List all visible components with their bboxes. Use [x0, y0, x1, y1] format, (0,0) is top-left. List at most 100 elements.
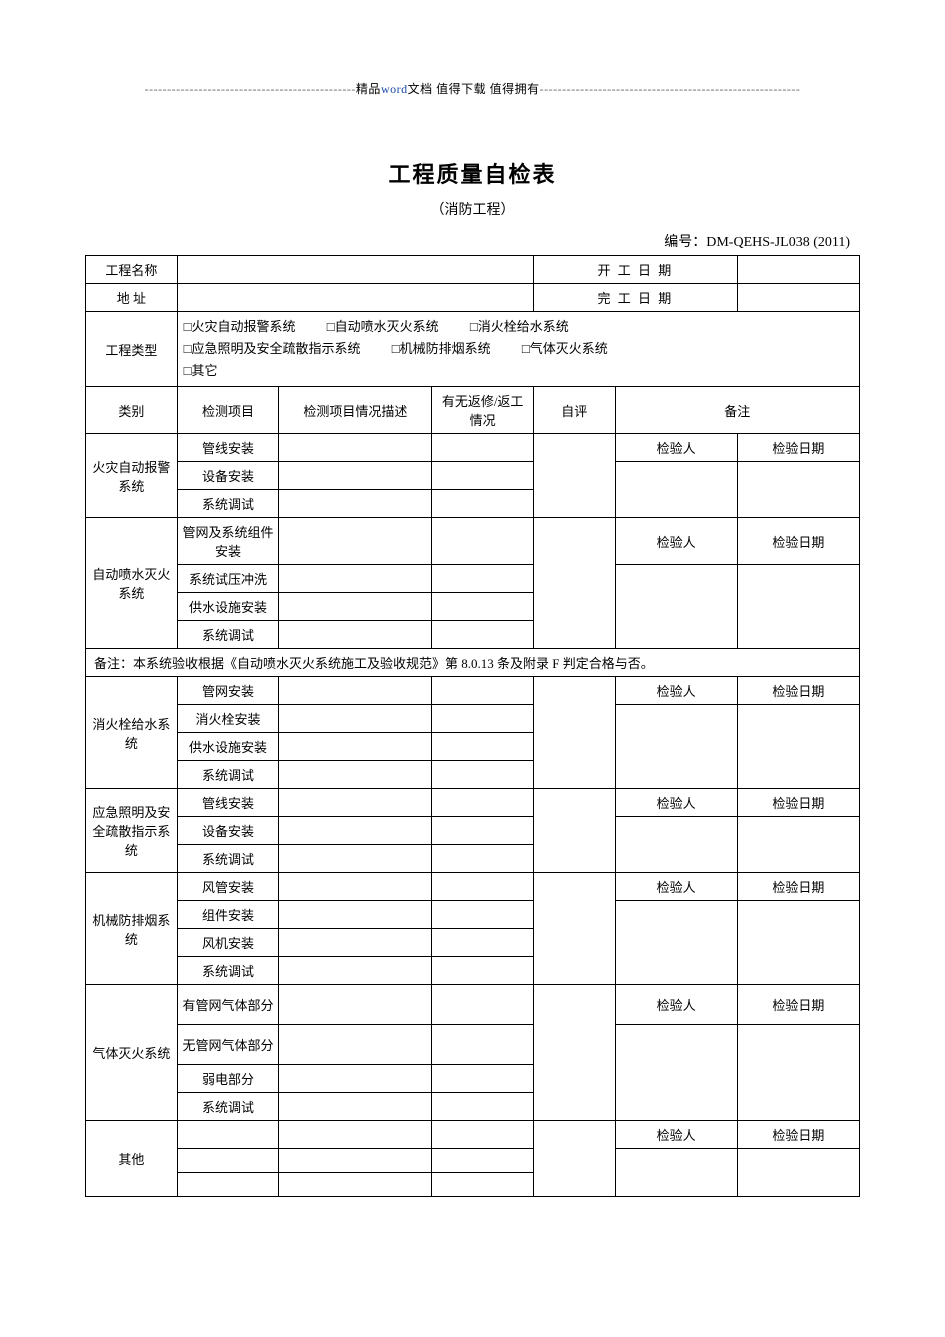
table-row: 设备安装 — [86, 817, 860, 845]
cell — [279, 789, 432, 817]
col-inspector: 检验人 — [615, 677, 737, 705]
cell — [432, 1149, 534, 1173]
cell — [279, 1173, 432, 1197]
col-inspector: 检验人 — [615, 434, 737, 462]
item-s3-3: 供水设施安装 — [177, 733, 279, 761]
table-row: 消火栓给水系统 管网安装 检验人 检验日期 — [86, 677, 860, 705]
cell — [279, 518, 432, 565]
cell — [279, 1093, 432, 1121]
cell — [615, 1025, 737, 1121]
inspection-table: 工程名称 开 工 日 期 地 址 完 工 日 期 工程类型 □火灾自动报警系统 … — [85, 255, 860, 1197]
cell — [177, 1149, 279, 1173]
cell — [432, 873, 534, 901]
table-row: 消火栓安装 — [86, 705, 860, 733]
dash-right: ----------------------------------------… — [540, 82, 801, 96]
row-header: 类别 检测项目 检测项目情况描述 有无返修/返工情况 自评 备注 — [86, 387, 860, 434]
col-date: 检验日期 — [737, 434, 859, 462]
cell — [432, 1093, 534, 1121]
table-row: 火灾自动报警系统 管线安装 检验人 检验日期 — [86, 434, 860, 462]
cell — [279, 621, 432, 649]
cell — [432, 957, 534, 985]
table-row: 自动喷水灭火系统 管网及系统组件安装 检验人 检验日期 — [86, 518, 860, 565]
doc-id-label: 编号： — [664, 235, 706, 250]
col-date: 检验日期 — [737, 677, 859, 705]
item-s3-4: 系统调试 — [177, 761, 279, 789]
col-inspector: 检验人 — [615, 518, 737, 565]
cell — [432, 929, 534, 957]
table-row: 系统试压冲洗 — [86, 565, 860, 593]
cell — [737, 705, 859, 789]
cell — [432, 761, 534, 789]
note-text: 备注：本系统验收根据《自动喷水灭火系统施工及验收规范》第 8.0.13 条及附录… — [86, 649, 860, 677]
col-date: 检验日期 — [737, 518, 859, 565]
cell — [432, 677, 534, 705]
header-watermark: ----------------------------------------… — [85, 80, 860, 97]
cell — [432, 901, 534, 929]
cell — [737, 1025, 859, 1121]
row-project-type: 工程类型 □火灾自动报警系统 □自动喷水灭火系统 □消火栓给水系统 □应急照明及… — [86, 312, 860, 387]
label-end-date: 完 工 日 期 — [534, 284, 738, 312]
cell — [615, 705, 737, 789]
cat-s6: 气体灭火系统 — [86, 985, 178, 1121]
dash-left: ----------------------------------------… — [145, 82, 356, 96]
item-s1-2: 设备安装 — [177, 462, 279, 490]
cell — [534, 677, 615, 789]
item-s5-2: 组件安装 — [177, 901, 279, 929]
cell — [432, 490, 534, 518]
label-project-type: 工程类型 — [86, 312, 178, 387]
item-s5-3: 风机安装 — [177, 929, 279, 957]
cell — [279, 817, 432, 845]
cell — [432, 845, 534, 873]
col-inspector: 检验人 — [615, 873, 737, 901]
col-date: 检验日期 — [737, 1121, 859, 1149]
cell — [432, 593, 534, 621]
type-f: □气体灭火系统 — [522, 338, 608, 360]
item-s6-1: 有管网气体部分 — [177, 985, 279, 1025]
value-project-name — [177, 256, 533, 284]
cell — [432, 1173, 534, 1197]
table-row: 应急照明及安全疏散指示系统 管线安装 检验人 检验日期 — [86, 789, 860, 817]
table-row: 机械防排烟系统 风管安装 检验人 检验日期 — [86, 873, 860, 901]
col-date: 检验日期 — [737, 873, 859, 901]
type-a: □火灾自动报警系统 — [184, 316, 296, 338]
item-s1-3: 系统调试 — [177, 490, 279, 518]
cell — [279, 593, 432, 621]
cell — [615, 817, 737, 873]
cell — [432, 1065, 534, 1093]
header-cn1: 精品 — [356, 82, 381, 96]
item-s5-1: 风管安装 — [177, 873, 279, 901]
cell — [279, 985, 432, 1025]
item-s2-3: 供水设施安装 — [177, 593, 279, 621]
value-address — [177, 284, 533, 312]
label-address: 地 址 — [86, 284, 178, 312]
h-rework: 有无返修/返工情况 — [432, 387, 534, 434]
cell — [534, 873, 615, 985]
type-c: □消火栓给水系统 — [470, 316, 569, 338]
document-id: 编号：DM-QEHS-JL038 (2011) — [85, 231, 860, 251]
row-project-name: 工程名称 开 工 日 期 — [86, 256, 860, 284]
cell — [534, 789, 615, 873]
item-s1-1: 管线安装 — [177, 434, 279, 462]
cell — [279, 434, 432, 462]
label-start-date: 开 工 日 期 — [534, 256, 738, 284]
item-s2-4: 系统调试 — [177, 621, 279, 649]
item-s5-4: 系统调试 — [177, 957, 279, 985]
cell — [534, 434, 615, 518]
cell — [279, 677, 432, 705]
cell — [615, 901, 737, 985]
cell — [279, 845, 432, 873]
cell — [534, 985, 615, 1121]
header-cn2: 文档 值得下载 值得拥有 — [408, 82, 540, 96]
cell — [279, 490, 432, 518]
value-start-date — [737, 256, 859, 284]
cell — [279, 901, 432, 929]
row-address: 地 址 完 工 日 期 — [86, 284, 860, 312]
cell — [432, 621, 534, 649]
cell — [279, 957, 432, 985]
cell — [615, 462, 737, 518]
cell — [737, 901, 859, 985]
label-project-name: 工程名称 — [86, 256, 178, 284]
cell — [279, 929, 432, 957]
item-s3-2: 消火栓安装 — [177, 705, 279, 733]
doc-id-value: DM-QEHS-JL038 (2011) — [706, 235, 850, 250]
